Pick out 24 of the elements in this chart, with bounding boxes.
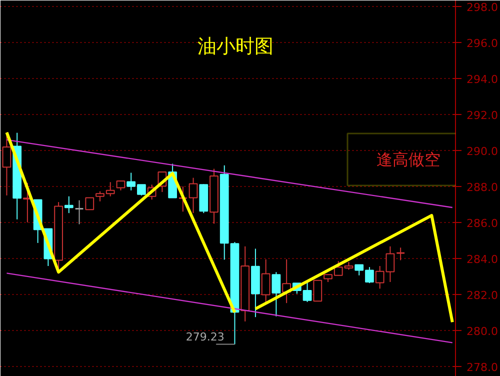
y-tick-label: 284.0 [466,252,498,266]
line-series [5,130,236,314]
annotation: 279.23 [186,330,224,344]
candlestick [188,177,198,214]
candlestick [74,200,84,225]
text: 油小时图 [198,36,274,58]
candlestick [261,258,270,304]
y-tick-label: 290.0 [466,144,498,158]
candlestick [85,197,94,210]
y-tick-label: 278.0 [466,360,498,374]
candlestick [64,196,74,214]
y-tick-label: 280.0 [466,324,498,338]
y-tick-label: 292.0 [466,108,498,122]
y-tick-label: 294.0 [466,72,498,86]
candlestick [396,247,406,261]
candlestick [272,272,281,317]
y-tick-label: 286.0 [466,216,498,230]
candlestick [116,180,126,191]
candlestick [313,280,322,302]
y-tick-label: 296.0 [466,36,498,50]
y-tick-label: 288.0 [466,180,498,194]
y-tick-label: 298.0 [466,0,498,14]
y-tick-label: 282.0 [466,288,498,302]
annotation: 逢高做空 [376,150,440,169]
